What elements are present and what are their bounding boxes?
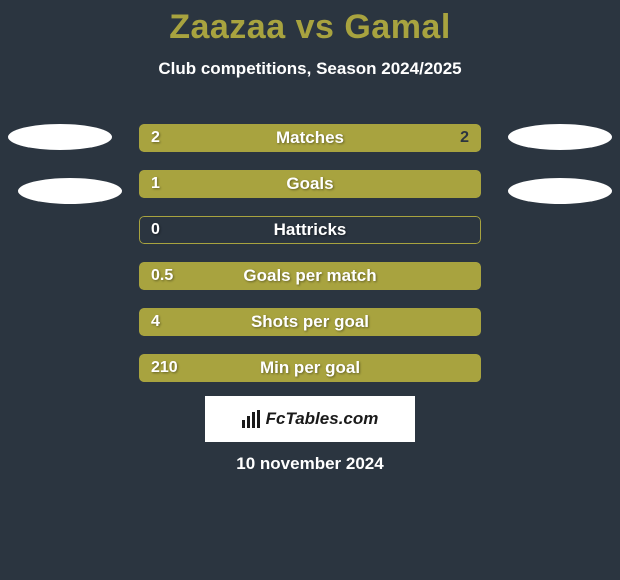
stat-bars: Matches 2 2 Goals 1 Hattricks 0 Goals per match… — [139, 124, 481, 382]
page-title: Zaazaa vs Gamal — [0, 0, 620, 47]
stat-bar-label: Hattricks — [274, 220, 347, 240]
stat-bar-row: Hattricks 0 — [139, 216, 481, 244]
stat-bar-left-value: 210 — [151, 359, 178, 377]
stat-bar-row: Goals per match 0.5 — [139, 262, 481, 290]
stat-bar-row: Goals 1 — [139, 170, 481, 198]
player-right-ellipse-1 — [508, 124, 612, 150]
stat-bar-label: Matches — [276, 128, 344, 148]
player-right-ellipse-2 — [508, 178, 612, 204]
stat-bar-left-value: 1 — [151, 175, 160, 193]
stat-bar-row: Matches 2 2 — [139, 124, 481, 152]
stat-bar-label: Goals per match — [243, 266, 376, 286]
stat-bar-label: Shots per goal — [251, 312, 369, 332]
stat-bar-left-value: 0.5 — [151, 267, 173, 285]
stat-bar-row: Min per goal 210 — [139, 354, 481, 382]
fctables-logo: FcTables.com — [205, 396, 415, 442]
footer-logo-text: FcTables.com — [266, 409, 379, 429]
stat-bar-row: Shots per goal 4 — [139, 308, 481, 336]
stat-bar-label: Min per goal — [260, 358, 360, 378]
stat-bar-label: Goals — [286, 174, 333, 194]
stat-bar-left-value: 2 — [151, 129, 160, 147]
bars-icon — [242, 410, 260, 428]
page-subtitle: Club competitions, Season 2024/2025 — [0, 59, 620, 79]
stat-bar-right-value: 2 — [460, 129, 469, 147]
stat-bar-left-value: 4 — [151, 313, 160, 331]
player-left-ellipse-2 — [18, 178, 122, 204]
stat-bar-left-value: 0 — [151, 221, 160, 239]
player-left-ellipse-1 — [8, 124, 112, 150]
date-label: 10 november 2024 — [0, 454, 620, 474]
